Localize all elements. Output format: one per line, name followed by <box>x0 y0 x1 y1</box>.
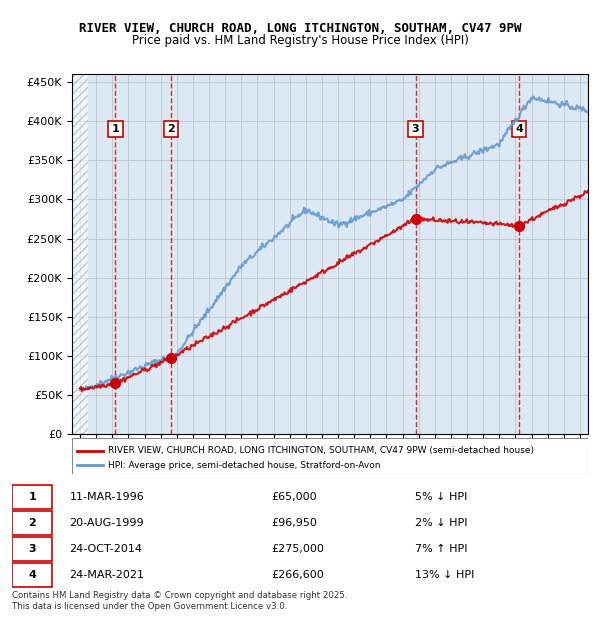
Text: HPI: Average price, semi-detached house, Stratford-on-Avon: HPI: Average price, semi-detached house,… <box>108 461 380 470</box>
Text: Contains HM Land Registry data © Crown copyright and database right 2025.
This d: Contains HM Land Registry data © Crown c… <box>12 591 347 611</box>
FancyBboxPatch shape <box>72 438 588 474</box>
Text: 13% ↓ HPI: 13% ↓ HPI <box>415 570 475 580</box>
Text: £96,950: £96,950 <box>271 518 317 528</box>
Text: 1: 1 <box>112 124 119 134</box>
FancyBboxPatch shape <box>12 562 52 587</box>
Text: 2% ↓ HPI: 2% ↓ HPI <box>415 518 468 528</box>
Text: £65,000: £65,000 <box>271 492 317 502</box>
Text: 3: 3 <box>412 124 419 134</box>
Text: Price paid vs. HM Land Registry's House Price Index (HPI): Price paid vs. HM Land Registry's House … <box>131 34 469 47</box>
Text: RIVER VIEW, CHURCH ROAD, LONG ITCHINGTON, SOUTHAM, CV47 9PW (semi-detached house: RIVER VIEW, CHURCH ROAD, LONG ITCHINGTON… <box>108 446 534 456</box>
Text: 2: 2 <box>28 518 36 528</box>
Text: 3: 3 <box>28 544 36 554</box>
Text: 1: 1 <box>28 492 36 502</box>
Text: 4: 4 <box>515 124 523 134</box>
FancyBboxPatch shape <box>12 511 52 535</box>
Text: 11-MAR-1996: 11-MAR-1996 <box>70 492 145 502</box>
FancyBboxPatch shape <box>12 537 52 561</box>
Text: RIVER VIEW, CHURCH ROAD, LONG ITCHINGTON, SOUTHAM, CV47 9PW: RIVER VIEW, CHURCH ROAD, LONG ITCHINGTON… <box>79 22 521 35</box>
FancyBboxPatch shape <box>12 485 52 509</box>
Text: 2: 2 <box>167 124 175 134</box>
Text: 24-OCT-2014: 24-OCT-2014 <box>70 544 143 554</box>
Text: 24-MAR-2021: 24-MAR-2021 <box>70 570 145 580</box>
Text: 20-AUG-1999: 20-AUG-1999 <box>70 518 144 528</box>
Text: £266,600: £266,600 <box>271 570 324 580</box>
Text: 7% ↑ HPI: 7% ↑ HPI <box>415 544 468 554</box>
Bar <box>72 74 88 434</box>
Text: 5% ↓ HPI: 5% ↓ HPI <box>415 492 467 502</box>
Text: £275,000: £275,000 <box>271 544 324 554</box>
Text: 4: 4 <box>28 570 36 580</box>
